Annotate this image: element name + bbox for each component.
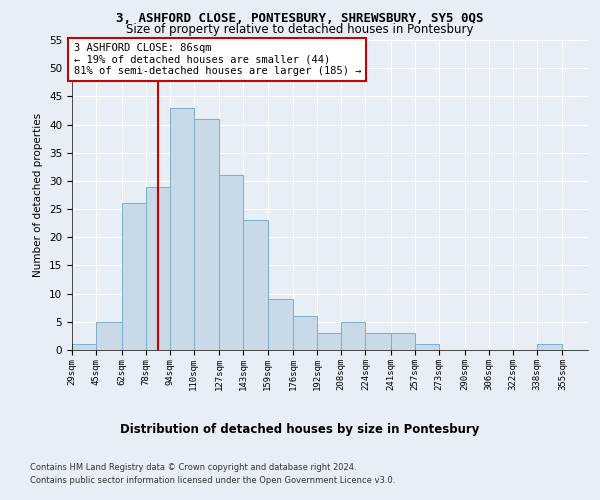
- Text: Size of property relative to detached houses in Pontesbury: Size of property relative to detached ho…: [126, 22, 474, 36]
- Text: Contains public sector information licensed under the Open Government Licence v3: Contains public sector information licen…: [30, 476, 395, 485]
- Bar: [268, 300, 293, 350]
- Bar: [365, 333, 391, 350]
- Text: 3 ASHFORD CLOSE: 86sqm
← 19% of detached houses are smaller (44)
81% of semi-det: 3 ASHFORD CLOSE: 86sqm ← 19% of detached…: [74, 43, 361, 76]
- Bar: [122, 204, 146, 350]
- Bar: [220, 176, 244, 350]
- Text: Contains HM Land Registry data © Crown copyright and database right 2024.: Contains HM Land Registry data © Crown c…: [30, 462, 356, 471]
- Bar: [194, 119, 220, 350]
- Y-axis label: Number of detached properties: Number of detached properties: [34, 113, 43, 277]
- Bar: [415, 344, 439, 350]
- Bar: [72, 344, 96, 350]
- Bar: [293, 316, 317, 350]
- Bar: [96, 322, 122, 350]
- Bar: [391, 333, 415, 350]
- Bar: [537, 344, 562, 350]
- Text: Distribution of detached houses by size in Pontesbury: Distribution of detached houses by size …: [121, 422, 479, 436]
- Bar: [146, 186, 170, 350]
- Bar: [317, 333, 341, 350]
- Bar: [341, 322, 365, 350]
- Bar: [244, 220, 268, 350]
- Text: 3, ASHFORD CLOSE, PONTESBURY, SHREWSBURY, SY5 0QS: 3, ASHFORD CLOSE, PONTESBURY, SHREWSBURY…: [116, 12, 484, 26]
- Bar: [170, 108, 194, 350]
